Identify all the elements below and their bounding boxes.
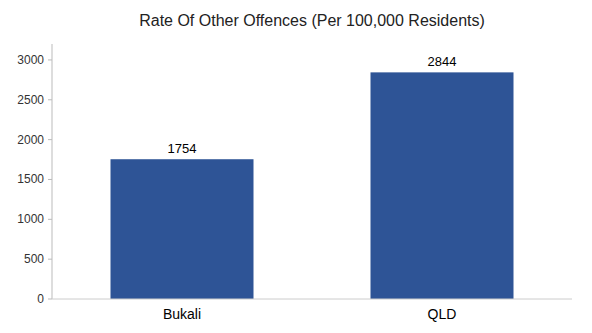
y-tick-label: 1000	[17, 212, 44, 226]
x-tick-label: QLD	[428, 306, 457, 322]
y-tick-label: 3000	[17, 53, 44, 67]
y-tick	[48, 259, 52, 260]
title: Rate Of Other Offences (Per 100,000 Resi…	[139, 12, 485, 29]
labels: 1754 2844	[168, 54, 457, 156]
y-tick-label: 1500	[17, 172, 44, 186]
y-tick	[48, 59, 52, 60]
y-tick-label: 500	[24, 252, 44, 266]
y-axis-line	[52, 44, 53, 299]
chart-container: Rate Of Other Offences (Per 100,000 Resi…	[0, 0, 592, 333]
y-tick	[48, 179, 52, 180]
y-tick	[48, 219, 52, 220]
x-axis-line	[52, 299, 572, 300]
bar	[371, 72, 514, 299]
y-tick-label: 2500	[17, 93, 44, 107]
y-tick	[48, 99, 52, 100]
y-tick-label: 2000	[17, 133, 44, 147]
bar	[111, 159, 254, 299]
y-tick	[48, 299, 52, 300]
y-tick	[48, 139, 52, 140]
bars	[111, 72, 514, 299]
data-label: 1754	[168, 141, 197, 156]
x-tick-label: Bukali	[163, 306, 201, 322]
data-label: 2844	[428, 54, 457, 69]
chart-svg: Rate Of Other Offences (Per 100,000 Resi…	[0, 0, 592, 333]
y-tick-label: 0	[37, 292, 44, 306]
